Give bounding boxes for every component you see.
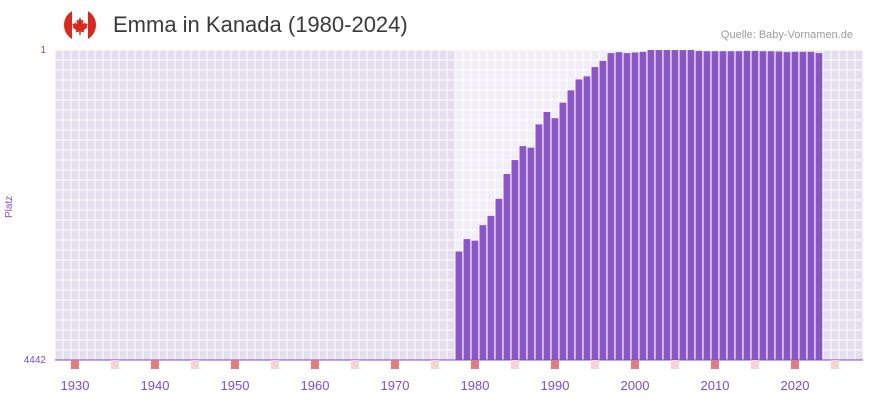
bar-1983	[495, 198, 503, 360]
half-decade-marker-1985	[511, 360, 519, 369]
y-tick-label-bottom: 4442	[24, 355, 47, 366]
decade-marker-1950	[231, 360, 239, 369]
bar-1998	[615, 52, 623, 361]
half-decade-marker-2005	[671, 360, 679, 369]
decade-marker-1930	[71, 360, 79, 369]
bar-2018	[775, 51, 783, 361]
x-tick-label-1950: 1950	[221, 378, 250, 393]
decade-marker-2010	[711, 360, 719, 369]
chart-title: Emma in Kanada (1980-2024)	[113, 12, 408, 37]
bar-1996	[599, 60, 607, 360]
x-tick-label-1930: 1930	[61, 378, 90, 393]
x-tick-label-1990: 1990	[541, 378, 570, 393]
bar-2021	[799, 51, 807, 361]
bar-2003	[655, 50, 663, 360]
decade-marker-1980	[471, 360, 479, 369]
bar-1981	[479, 225, 487, 360]
half-decade-marker-1955	[271, 360, 279, 369]
bar-2023	[815, 53, 823, 360]
decade-marker-2020	[791, 360, 799, 369]
bar-1993	[575, 79, 583, 360]
x-tick-label-1970: 1970	[381, 378, 410, 393]
half-decade-marker-1935	[111, 360, 119, 369]
bar-1982	[487, 215, 495, 360]
bar-2007	[687, 50, 695, 360]
bar-2009	[703, 51, 711, 361]
x-tick-label-2000: 2000	[621, 378, 650, 393]
bar-2006	[679, 50, 687, 360]
bar-1987	[527, 147, 535, 360]
bar-1994	[583, 76, 591, 360]
decade-marker-1970	[391, 360, 399, 369]
y-tick-label-top: 1	[40, 45, 46, 56]
bar-2013	[735, 51, 743, 361]
bar-2022	[807, 51, 815, 361]
bar-1991	[559, 102, 567, 360]
bar-series	[455, 50, 823, 361]
x-tick-label-2010: 2010	[701, 378, 730, 393]
bar-2002	[647, 50, 655, 360]
bar-1978	[455, 251, 463, 360]
decade-marker-2000	[631, 360, 639, 369]
x-tick-label-1960: 1960	[301, 378, 330, 393]
bar-1995	[591, 67, 599, 361]
bar-1997	[607, 53, 615, 360]
bar-1992	[567, 90, 575, 361]
bar-1988	[535, 124, 543, 361]
half-decade-marker-1995	[591, 360, 599, 369]
bar-1990	[551, 118, 559, 360]
x-tick-label-1940: 1940	[141, 378, 170, 393]
bar-1979	[463, 239, 471, 360]
half-decade-marker-1965	[351, 360, 359, 369]
x-tick-label-2020: 2020	[781, 378, 810, 393]
bar-2000	[631, 52, 639, 360]
bar-2020	[791, 51, 799, 361]
bar-2011	[719, 51, 727, 361]
bar-1980	[471, 240, 479, 360]
bar-1986	[519, 146, 527, 360]
bar-2014	[743, 50, 751, 361]
bar-2005	[671, 50, 679, 360]
half-decade-marker-1975	[431, 360, 439, 369]
bar-2010	[711, 51, 719, 361]
bar-2015	[751, 50, 759, 361]
x-tick-label-1980: 1980	[461, 378, 490, 393]
half-decade-marker-2015	[751, 360, 759, 369]
bar-1984	[503, 174, 511, 360]
decade-marker-1960	[311, 360, 319, 369]
half-decade-marker-1945	[191, 360, 199, 369]
bar-1989	[543, 112, 551, 360]
bar-1999	[623, 53, 631, 360]
bar-2017	[767, 51, 775, 361]
bar-2012	[727, 51, 735, 361]
bar-2004	[663, 50, 671, 360]
decade-markers	[71, 360, 839, 369]
bar-2016	[759, 51, 767, 361]
bar-2001	[639, 51, 647, 361]
half-decade-marker-2025	[831, 360, 839, 369]
bar-2008	[695, 50, 703, 361]
decade-marker-1940	[151, 360, 159, 369]
source-credit: Quelle: Baby-Vornamen.de	[720, 29, 853, 41]
decade-marker-1990	[551, 360, 559, 369]
bar-2019	[783, 52, 791, 361]
canada-flag-icon	[64, 9, 96, 41]
bar-1985	[511, 160, 519, 360]
x-tick-labels: 1930 1940 1950 1960 1970 1980 1990 2000 2010 2020	[61, 378, 810, 393]
